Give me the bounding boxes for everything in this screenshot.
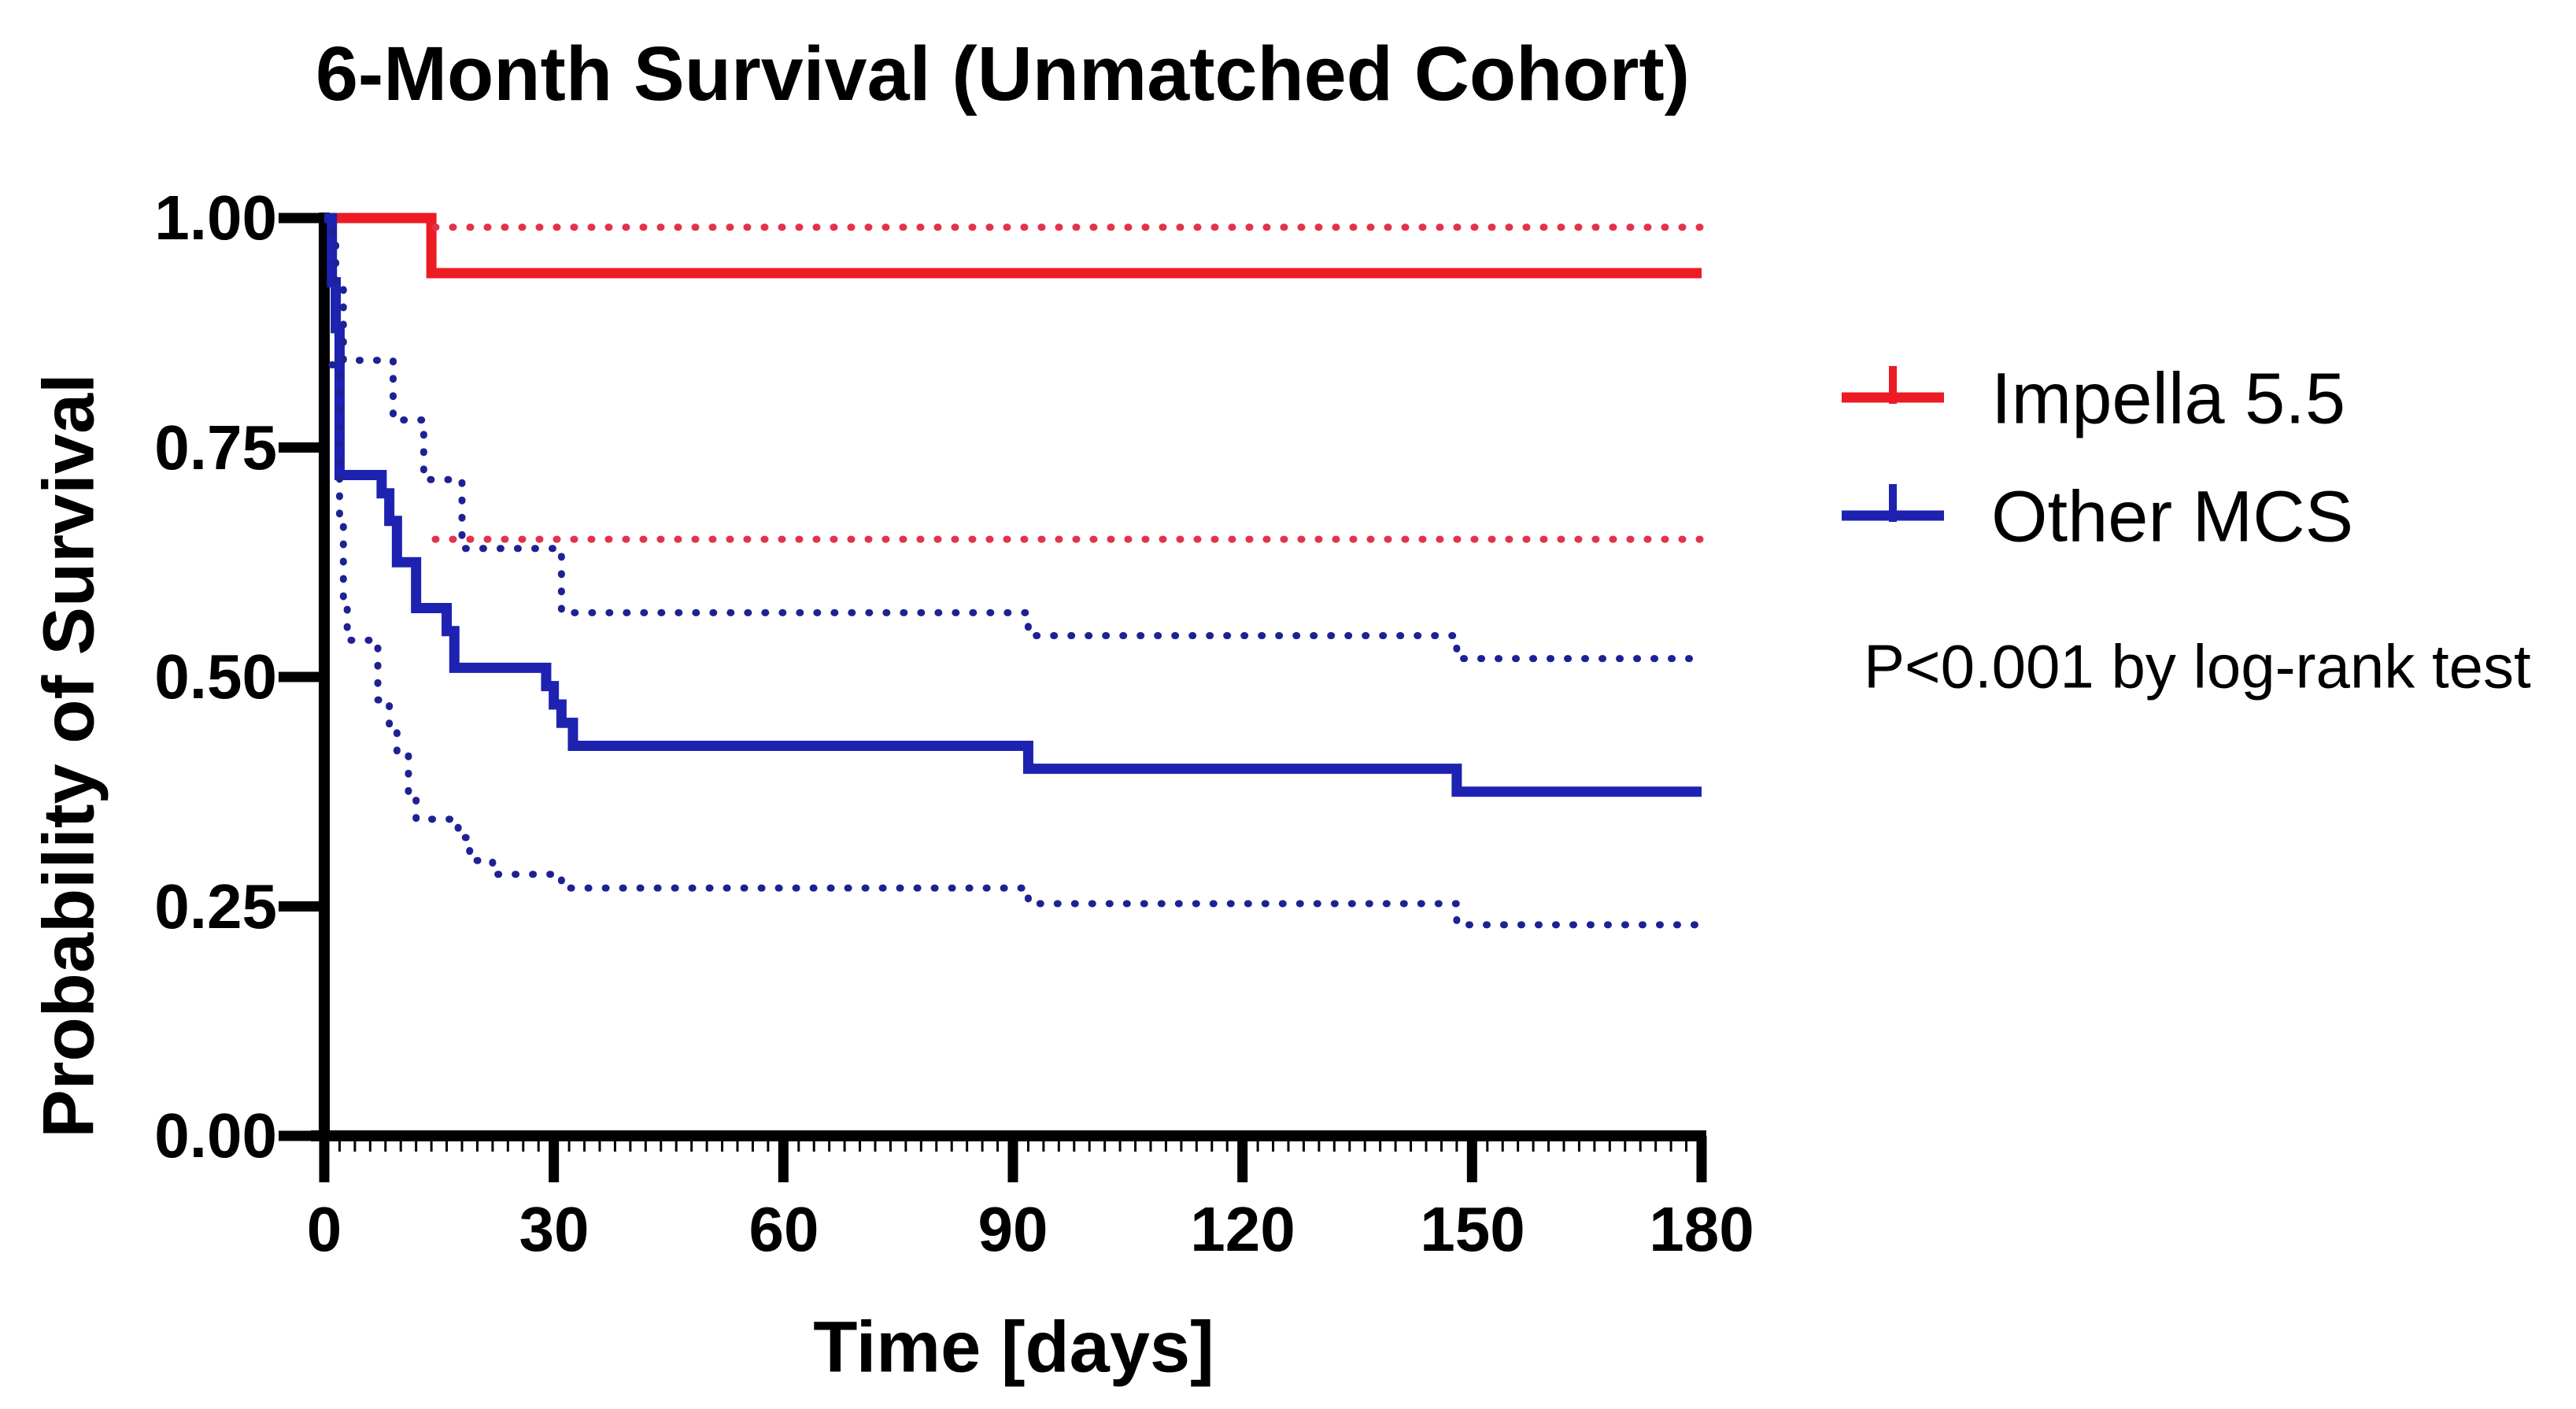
x-tick-label-90: 90 [978, 1194, 1048, 1264]
x-axis-title: Time [days] [813, 1307, 1214, 1388]
y-tick-label-0.75: 0.75 [154, 412, 277, 483]
x-tick-label-0: 0 [306, 1194, 342, 1264]
x-tick-label-150: 150 [1420, 1194, 1525, 1264]
y-tick-label-0.25: 0.25 [154, 871, 277, 941]
x-tick-label-120: 120 [1190, 1194, 1295, 1264]
y-tick-label-0.00: 0.00 [154, 1100, 277, 1170]
x-tick-label-30: 30 [519, 1194, 589, 1264]
y-tick-label-0.50: 0.50 [154, 642, 277, 712]
x-tick-label-180: 180 [1649, 1194, 1754, 1264]
legend-label-impella-5.5: Impella 5.5 [1991, 358, 2346, 439]
legend-label-other-mcs: Other MCS [1991, 476, 2354, 557]
chart-title: 6-Month Survival (Unmatched Cohort) [315, 31, 1691, 116]
y-axis-title: Probability of Survival [28, 373, 109, 1138]
log-rank-p-value: P<0.001 by log-rank test [1864, 631, 2531, 701]
y-tick-label-1.00: 1.00 [154, 183, 277, 253]
x-tick-label-60: 60 [748, 1194, 819, 1264]
